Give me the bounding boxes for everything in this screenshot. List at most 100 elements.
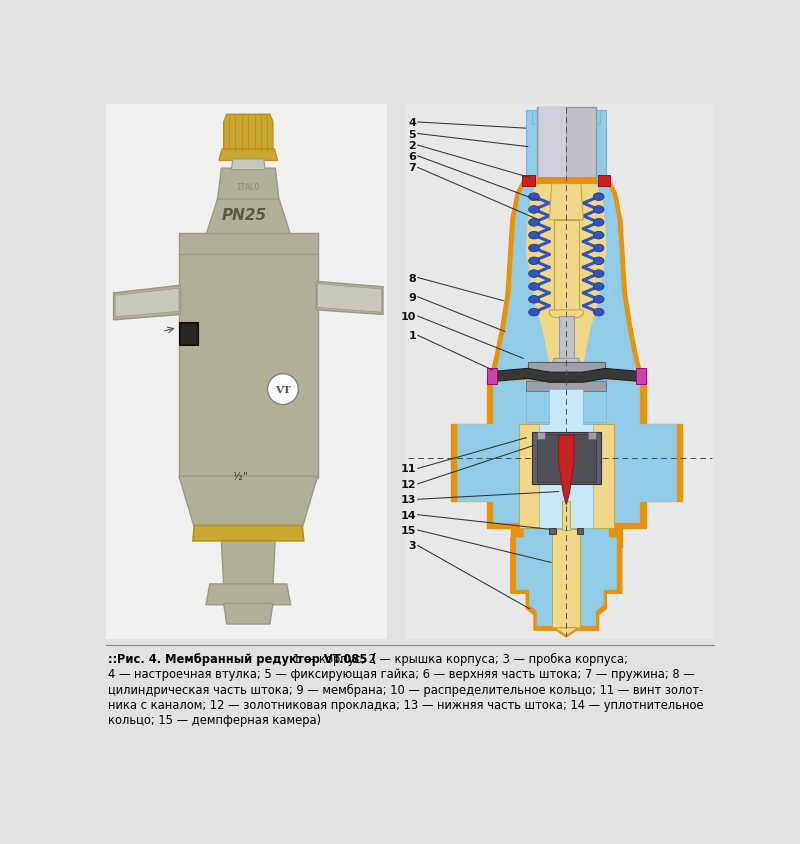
Polygon shape [218, 169, 279, 201]
Text: ::: :: [108, 652, 122, 665]
Text: ника с каналом; 12 — золотниковая прокладка; 13 — нижняя часть штока; 14 — уплот: ника с каналом; 12 — золотниковая прокла… [108, 698, 704, 711]
Bar [558, 316, 574, 361]
Polygon shape [538, 107, 566, 184]
Ellipse shape [594, 257, 604, 265]
Polygon shape [179, 234, 318, 255]
Text: 10: 10 [401, 311, 416, 322]
Polygon shape [526, 423, 606, 438]
Polygon shape [179, 253, 318, 479]
Text: Рис. 4. Мембранный редуктор VT.085 (: Рис. 4. Мембранный редуктор VT.085 ( [118, 652, 377, 665]
Polygon shape [457, 381, 676, 522]
Bar [636, 369, 646, 384]
Polygon shape [493, 369, 639, 383]
Bar [532, 432, 601, 484]
Polygon shape [516, 530, 616, 625]
Polygon shape [491, 182, 642, 378]
Ellipse shape [529, 284, 539, 291]
Text: PN25: PN25 [222, 208, 267, 223]
Ellipse shape [594, 284, 604, 291]
Ellipse shape [594, 270, 604, 279]
Text: 9: 9 [408, 292, 416, 302]
Polygon shape [511, 527, 622, 630]
Polygon shape [224, 115, 273, 151]
Ellipse shape [594, 219, 604, 227]
Polygon shape [224, 603, 273, 625]
Text: 4 — настроечная втулка; 5 — фиксирующая гайка; 6 — верхняя часть штока; 7 — пруж: 4 — настроечная втулка; 5 — фиксирующая … [108, 668, 695, 680]
Text: 7: 7 [409, 163, 416, 173]
Polygon shape [114, 286, 181, 321]
Polygon shape [528, 363, 605, 374]
Polygon shape [518, 425, 614, 528]
Text: 3: 3 [409, 541, 416, 551]
Text: 15: 15 [401, 526, 416, 535]
Bar [588, 432, 595, 440]
Bar [405, 106, 714, 640]
Ellipse shape [594, 232, 604, 240]
Text: 8: 8 [409, 273, 416, 284]
Ellipse shape [594, 296, 604, 304]
Text: VT: VT [275, 385, 291, 394]
Text: цилиндрическая часть штока; 9 — мембрана; 10 — распределительное кольцо; 11 — ви: цилиндрическая часть штока; 9 — мембрана… [108, 683, 703, 695]
Bar [522, 176, 534, 187]
Bar [106, 106, 387, 640]
Ellipse shape [529, 219, 539, 227]
Polygon shape [179, 322, 198, 346]
Ellipse shape [529, 270, 539, 279]
Ellipse shape [529, 296, 539, 304]
Bar [598, 176, 610, 187]
Polygon shape [115, 289, 179, 317]
Bar [553, 530, 580, 630]
Polygon shape [316, 282, 383, 315]
Text: 2: 2 [409, 141, 416, 151]
Text: 1: 1 [409, 331, 416, 341]
Polygon shape [206, 200, 290, 235]
Bar [487, 369, 497, 384]
Ellipse shape [594, 245, 604, 252]
Polygon shape [550, 184, 583, 220]
Text: 12: 12 [401, 479, 416, 490]
Text: ITALO: ITALO [237, 183, 260, 192]
Ellipse shape [529, 245, 539, 252]
Ellipse shape [594, 207, 604, 214]
Ellipse shape [529, 232, 539, 240]
Polygon shape [181, 324, 197, 344]
Ellipse shape [594, 309, 604, 316]
Bar [537, 178, 595, 184]
Text: 13: 13 [401, 495, 416, 505]
Bar [537, 435, 595, 482]
Text: кольцо; 15 — демпферная камера): кольцо; 15 — демпферная камера) [108, 713, 322, 727]
Text: 6: 6 [408, 152, 416, 162]
Polygon shape [219, 149, 278, 161]
Polygon shape [533, 111, 600, 124]
Text: 1 — корпус; 2 — крышка корпуса; 3 — пробка корпуса;: 1 — корпус; 2 — крышка корпуса; 3 — проб… [293, 652, 628, 665]
Polygon shape [231, 160, 266, 170]
Polygon shape [550, 311, 583, 318]
Ellipse shape [529, 257, 539, 265]
Polygon shape [539, 390, 594, 528]
Ellipse shape [594, 193, 604, 201]
Polygon shape [526, 111, 606, 184]
Polygon shape [496, 184, 636, 374]
Polygon shape [179, 477, 318, 528]
Polygon shape [553, 628, 580, 637]
Polygon shape [318, 284, 382, 313]
Bar [526, 382, 606, 392]
Bar [526, 381, 606, 423]
Polygon shape [222, 539, 275, 586]
Bar [550, 528, 555, 534]
Polygon shape [193, 526, 304, 541]
Polygon shape [553, 359, 580, 372]
Ellipse shape [529, 193, 539, 201]
Text: ¹⁄₂": ¹⁄₂" [233, 472, 249, 482]
Text: 4: 4 [408, 118, 416, 127]
Bar [562, 501, 570, 530]
Ellipse shape [529, 309, 539, 316]
Polygon shape [526, 184, 606, 374]
Bar [577, 528, 583, 534]
Text: 5: 5 [409, 129, 416, 139]
Text: 11: 11 [401, 464, 416, 473]
Polygon shape [451, 374, 682, 548]
Bar [537, 432, 545, 440]
Polygon shape [537, 107, 595, 184]
Polygon shape [554, 628, 578, 636]
